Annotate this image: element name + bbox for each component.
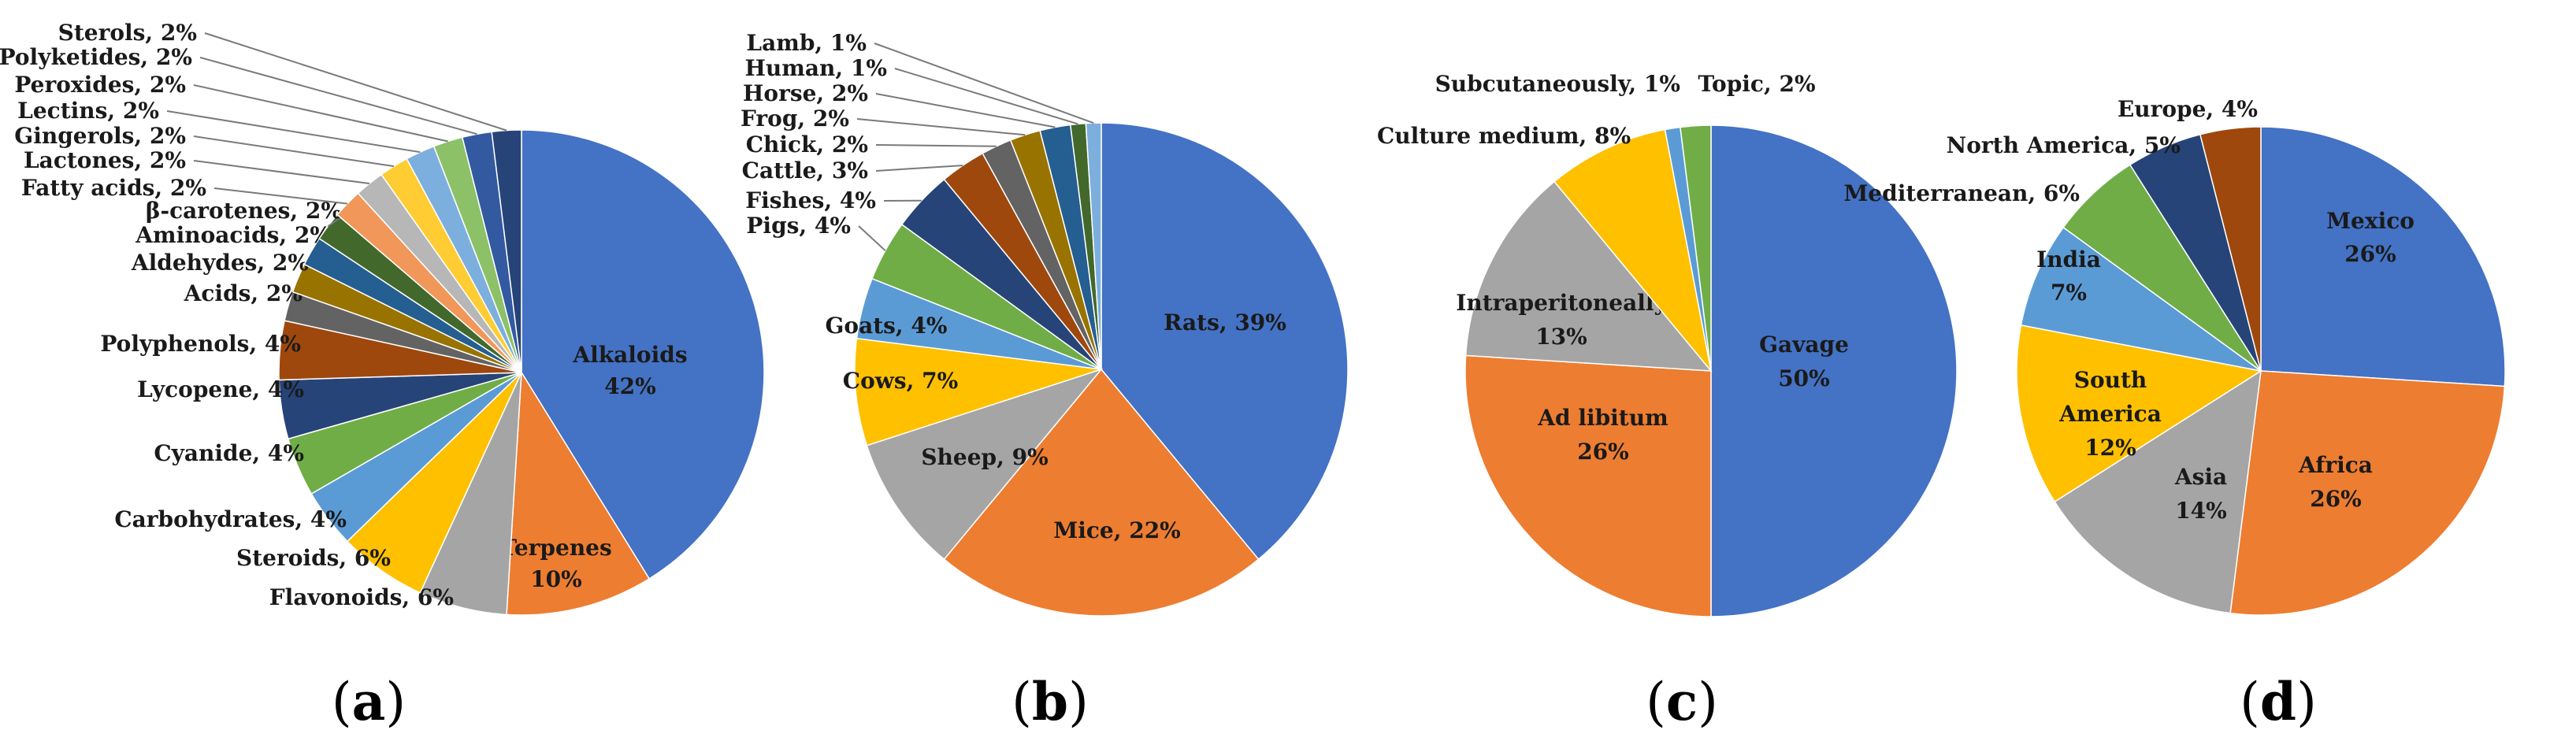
pie-slice-mice <box>943 368 1260 617</box>
slice-label-gavage: Gavage <box>1759 332 1849 358</box>
pie-chart-b: Rats, 39% Mice, 22% Sheep, 9% Cows, 7% Goats… <box>741 30 1349 732</box>
slice-value-gavage: 50% <box>1778 365 1830 391</box>
pie-slice-topic <box>1680 124 1712 372</box>
slice-label-lactones: Lactones, 2% <box>24 147 186 173</box>
pie-slice-cows <box>854 337 1102 447</box>
slice-label-ad-libitum: Ad libitum <box>1537 405 1668 431</box>
pie-chart-d: Mexico 26% Africa 26% Asia 14% South America 12%… <box>1843 96 2506 732</box>
leader-line-lactones <box>193 160 370 184</box>
slice-label-polyphenols: Polyphenols, 4% <box>100 331 301 357</box>
slice-value-mexico: 26% <box>2344 241 2396 267</box>
leader-line-peroxides <box>193 84 448 143</box>
slice-label-polyketides: Polyketides, 2% <box>0 44 192 70</box>
caption-c: (c) <box>1646 671 1718 732</box>
leader-line-horse <box>875 93 1056 128</box>
leader-line-sterols <box>204 32 507 132</box>
leader-line-cattle <box>875 165 963 172</box>
slice-label-mexico: Mexico <box>2326 208 2415 234</box>
leader-line-human <box>894 68 1078 125</box>
slice-label-south-america: South <box>2074 367 2147 393</box>
leader-line-frog <box>856 118 1026 136</box>
slice-label-culture-medium: Culture medium, 8% <box>1377 123 1631 149</box>
slice-label-lamb: Lamb, 1% <box>746 30 867 56</box>
slice-label-human: Human, 1% <box>744 55 887 81</box>
slice-value-africa: 26% <box>2310 486 2362 512</box>
slice-label-frog: Frog, 2% <box>741 106 849 132</box>
pie-slice-terpenes <box>506 370 651 616</box>
slice-label-chick: Chick, 2% <box>746 132 868 158</box>
slice-label-lectins: Lectins, 2% <box>17 98 159 124</box>
slice-label-india: India <box>2036 246 2101 272</box>
slice-label-alkaloids: Alkaloids <box>572 342 687 368</box>
slice-label-cows: Cows, 7% <box>843 368 958 394</box>
pie-slice-gavage <box>1710 124 1958 617</box>
slice-label-intraperitoneally: Intraperitoneally <box>1456 290 1667 316</box>
slice-label-subcutaneously: Subcutaneously, 1% <box>1435 71 1680 97</box>
slice-label-aminoacids: Aminoacids, 2% <box>135 222 331 248</box>
slice-label-sheep: Sheep, 9% <box>921 444 1048 470</box>
slice-label-carotenes: β-carotenes, 2% <box>146 198 342 224</box>
slice-label-horse: Horse, 2% <box>743 80 868 106</box>
caption-b: (b) <box>1011 671 1089 732</box>
pie-slice-india <box>2020 226 2262 372</box>
slice-value-alkaloids: 42% <box>604 373 656 399</box>
slice-value-south-america: 12% <box>2084 435 2136 461</box>
pie-slice-south-america <box>2016 324 2263 503</box>
pie-slice-africa <box>2229 370 2506 616</box>
slice-label-fishes: Fishes, 4% <box>745 187 876 213</box>
pie-slice-asia <box>2054 369 2262 614</box>
slice-label-carbohydrates: Carbohydrates, 4% <box>114 506 347 532</box>
pie-chart-a: Alkaloids 42% Terpenes 10% Flavonoids, 6% Ste… <box>0 20 765 732</box>
slice-value-india: 7% <box>2051 280 2087 306</box>
slice-label-fatty-acids: Fatty acids, 2% <box>21 175 206 201</box>
slice-label-terpenes: Terpenes <box>500 535 612 561</box>
slice-label-mediterranean: Mediterranean, 6% <box>1843 180 2080 206</box>
leader-line-gingerols <box>193 135 395 168</box>
pie-slice-intraperitoneally <box>1464 180 1713 372</box>
slice-label-europe: Europe, 4% <box>2118 96 2258 122</box>
leader-line-chick <box>875 144 997 147</box>
leader-line-lamb <box>874 43 1094 124</box>
leader-line-lectins <box>166 110 421 154</box>
slice-label-south-america-line2: America <box>2058 401 2162 427</box>
pie-slice-sheep <box>866 368 1104 561</box>
slice-label-gingerols: Gingerols, 2% <box>14 123 186 149</box>
slice-label-flavonoids: Flavonoids, 6% <box>269 584 454 610</box>
pie-slice-culture-medium <box>1553 128 1712 372</box>
slice-label-north-america: North America, 5% <box>1947 132 2181 158</box>
leader-line-pigs <box>858 225 886 251</box>
pie-slice-ad-libitum <box>1464 354 1712 617</box>
slice-label-cattle: Cattle, 3% <box>742 158 868 183</box>
slice-label-topic: Topic, 2% <box>1698 71 1815 97</box>
slice-label-cyanide: Cyanide, 4% <box>154 440 304 466</box>
slice-value-intraperitoneally: 13% <box>1535 324 1587 350</box>
pie-slice-europe <box>2199 126 2262 372</box>
slice-label-steroids: Steroids, 6% <box>236 545 391 571</box>
pie-slice-sterols <box>491 129 522 373</box>
leader-line-polyketides <box>199 57 477 135</box>
slice-label-rats: Rats, 39% <box>1164 309 1286 335</box>
slice-value-terpenes: 10% <box>530 566 582 592</box>
slice-label-aldehydes: Aldehydes, 2% <box>131 250 309 276</box>
slice-label-pigs: Pigs, 4% <box>746 213 851 239</box>
slice-value-ad-libitum: 26% <box>1577 439 1629 465</box>
slice-label-lycopene: Lycopene, 4% <box>137 376 304 402</box>
caption-a: (a) <box>332 671 406 732</box>
slice-label-sterols: Sterols, 2% <box>58 20 197 46</box>
caption-d: (d) <box>2240 671 2317 732</box>
slice-label-mice: Mice, 22% <box>1053 517 1181 543</box>
slice-label-acids: Acids, 2% <box>184 280 303 306</box>
slice-label-goats: Goats, 4% <box>825 313 947 339</box>
slice-label-asia: Asia <box>2174 464 2227 490</box>
slice-label-africa: Africa <box>2298 452 2373 478</box>
slice-value-asia: 14% <box>2175 498 2227 524</box>
pie-slice-alkaloids <box>521 129 765 580</box>
slice-label-peroxides: Peroxides, 2% <box>14 72 186 98</box>
pie-slice-mexico <box>2260 126 2506 387</box>
pie-slice-rats <box>1101 122 1349 561</box>
pie-chart-c: Gavage 50% Ad libitum 26% Intraperitoneally 1… <box>1377 71 1958 732</box>
leader-line-fatty-acids <box>213 187 348 205</box>
